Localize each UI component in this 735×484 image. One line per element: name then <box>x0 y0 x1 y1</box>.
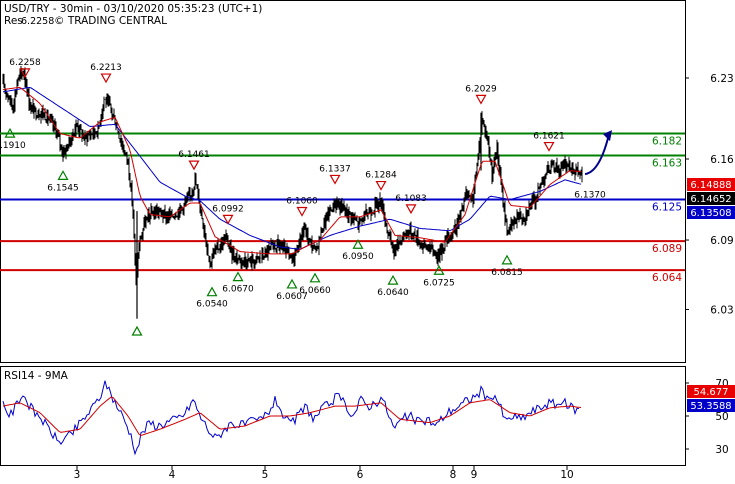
swing-high-label: 6.2258 <box>9 58 41 68</box>
swing-low-marker <box>286 278 298 289</box>
swing-low-marker <box>387 274 399 285</box>
rsi-line <box>2 380 580 456</box>
level-label: 6.064 <box>652 272 682 284</box>
swing-low-label: 6.0607 <box>276 292 308 302</box>
swing-low-label: 6.0950 <box>342 252 374 262</box>
swing-high-label: 6.1621 <box>533 132 565 142</box>
price-badge <box>687 178 735 191</box>
swing-high-label: 6.2213 <box>90 63 122 73</box>
ma-fast-line <box>2 86 582 255</box>
swing-high-label: 6.1337 <box>319 164 351 174</box>
rsi-badge <box>687 385 735 398</box>
rsi-ma-line <box>2 396 582 437</box>
x-tick-label: 9 <box>471 469 478 480</box>
level-label: 6.163 <box>652 158 682 170</box>
rsi-y-tick-label: 50 <box>715 411 728 423</box>
swing-low-label: 6.0640 <box>377 288 409 298</box>
swing-low-marker <box>4 127 16 138</box>
swing-high-label: 6.1060 <box>286 197 318 207</box>
swing-high-label: 6.0992 <box>212 204 244 214</box>
swing-high-label: 6.2029 <box>465 84 497 94</box>
swing-high-label: 6.1083 <box>395 194 427 204</box>
rsi-layer <box>2 380 582 456</box>
x-tick-label: 8 <box>450 469 457 480</box>
swing-high-marker <box>375 180 387 191</box>
price-y-tick-label: 6.09 <box>710 235 733 247</box>
chart-subtitle-prefix: Res <box>4 15 23 27</box>
rsi-badge-label: 53.3588 <box>690 401 731 412</box>
level-label: 6.125 <box>652 202 682 214</box>
swing-low-marker <box>352 239 364 249</box>
swing-low-marker <box>57 170 69 180</box>
swing-low-marker <box>309 272 321 283</box>
swing-high-marker <box>405 204 417 215</box>
price-panel-frame <box>0 0 686 363</box>
x-tick-label: 10 <box>560 469 573 480</box>
price-y-tick-label: 6.03 <box>710 304 733 316</box>
swing-low-label: 6.0815 <box>491 268 523 278</box>
rsi-badge-label: 54.677 <box>694 387 729 398</box>
swing-low-label: 6.0725 <box>423 278 455 288</box>
swing-high-marker <box>100 73 112 84</box>
swing-low-label: 6.0540 <box>196 300 228 310</box>
chart-title: USD/TRY - 30min - 03/10/2020 05:35:23 (U… <box>4 3 262 15</box>
ma-slow-line <box>2 86 582 250</box>
rsi-title: RSI14 - 9MA <box>4 370 69 382</box>
chart-subtitle-credit: © TRADING CENTRAL <box>54 15 167 27</box>
price-y-tick-label: 6.16 <box>710 154 734 166</box>
swing-high-marker <box>222 214 234 225</box>
value-label: 6.1370 <box>574 191 606 201</box>
swing-low-marker <box>232 271 244 282</box>
price-badge <box>687 206 735 219</box>
price-badge <box>687 192 735 205</box>
swing-low-marker <box>501 254 513 265</box>
moving-averages <box>2 86 612 255</box>
levels-layer: 6.182 6.163 6.125 6.089 6.064 <box>0 132 685 284</box>
price-badge-label: 6.14888 <box>690 180 731 191</box>
price-badge-label: 6.14652 <box>690 194 731 205</box>
x-tick-label: 3 <box>74 469 81 480</box>
swing-high-marker <box>475 94 487 105</box>
level-label: 6.089 <box>652 243 682 255</box>
rsi-badge <box>687 399 735 412</box>
swing-high-marker <box>188 160 200 171</box>
swing-high-marker <box>543 141 555 152</box>
swing-high-label: 6.1461 <box>178 150 210 160</box>
x-tick-label: 6 <box>357 469 364 480</box>
swing-high-marker <box>329 174 341 185</box>
swing-low-marker <box>433 265 445 275</box>
swing-low-label: 6.0670 <box>222 285 254 295</box>
chart-subtitle-overlap: 6.2258 <box>21 16 54 27</box>
swing-low-label: 6.1545 <box>47 183 79 193</box>
swing-high-marker <box>296 206 308 217</box>
price-y-tick-label: 6.23 <box>710 73 733 85</box>
swing-low-label: 6.0660 <box>299 286 331 296</box>
swing-low-marker <box>206 286 218 297</box>
swing-high-marker <box>19 68 31 79</box>
forecast-arrow-head <box>603 130 612 142</box>
level-label: 6.182 <box>652 136 682 148</box>
swing-high-label: 6.1284 <box>365 171 397 181</box>
x-tick-label: 5 <box>262 469 269 480</box>
swing-low-label: 6.1910 <box>0 141 26 151</box>
annotations-layer: 6.2258 6.2213 6.1910 6.1545 6.1461 6.0992 6.05… <box>0 58 606 336</box>
x-tick-label: 4 <box>169 469 176 480</box>
forecast-arrow-line <box>584 137 609 176</box>
swing-low-marker <box>131 325 143 336</box>
rsi-y-tick-label: 30 <box>715 444 728 456</box>
axes-layer: 6.23 6.16 6.09 6.03 6.14888 6.14652 6.13508 3 4 5… <box>74 73 735 481</box>
price-badge-label: 6.13508 <box>690 208 731 219</box>
